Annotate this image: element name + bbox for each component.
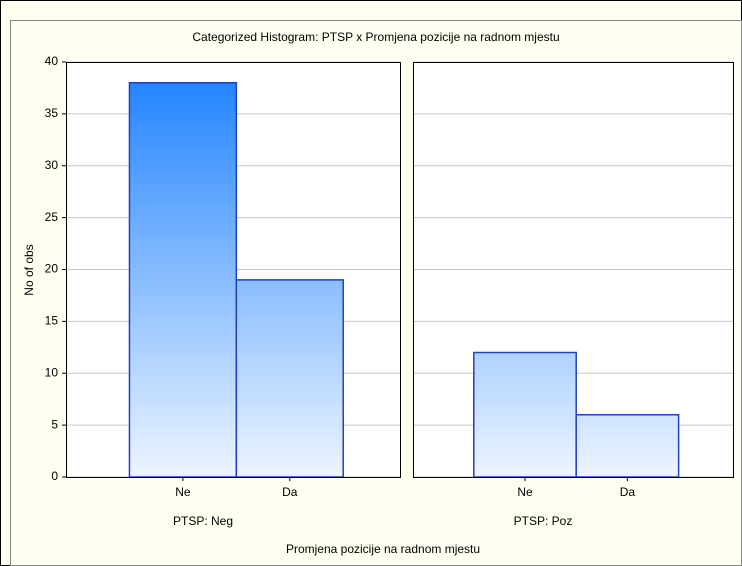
y-tick-label: 30 xyxy=(45,158,59,172)
plot-border xyxy=(413,62,734,478)
x-axis-label: Promjena pozicije na radnom mjestu xyxy=(286,542,480,556)
chart-title: Categorized Histogram: PTSP x Promjena p… xyxy=(192,30,559,44)
y-tick-label: 20 xyxy=(45,262,59,276)
y-tick-label: 15 xyxy=(45,314,59,328)
x-tick-label: Ne xyxy=(517,485,533,499)
y-axis-label: No of obs xyxy=(22,244,36,295)
y-tick-label: 10 xyxy=(45,365,59,379)
x-tick-label: Ne xyxy=(175,485,191,499)
y-tick-label: 0 xyxy=(51,469,58,483)
plot-border xyxy=(66,62,401,478)
y-tick-label: 35 xyxy=(45,106,59,120)
y-tick-label: 40 xyxy=(45,54,59,68)
bar xyxy=(235,279,344,478)
x-tick-label: Da xyxy=(282,485,298,499)
panel-label: PTSP: Neg xyxy=(173,514,233,528)
bar xyxy=(473,351,577,478)
y-tick-label: 25 xyxy=(45,210,59,224)
x-tick-label: Da xyxy=(620,485,636,499)
y-tick-label: 5 xyxy=(51,417,58,431)
bar xyxy=(575,414,680,478)
bar xyxy=(128,82,238,478)
panel-label: PTSP: Poz xyxy=(514,514,573,528)
